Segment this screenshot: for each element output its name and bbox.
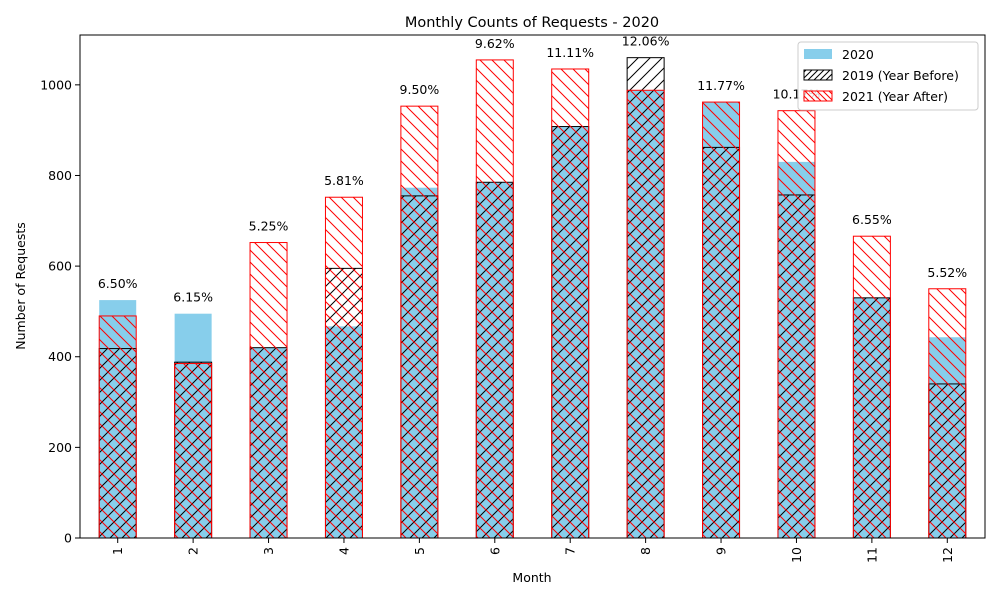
plot-area: 6.50% 6.15% 5.25% 5.81% 9.50% 9.62% 11.11% 12.0… [91,32,974,539]
x-tick-label: 9 [714,547,729,555]
data-label-bg [468,34,521,52]
data-label: 5.25% [249,219,289,234]
bar-2021 [249,242,288,539]
data-label-bg [242,217,295,235]
data-label-bg [619,32,672,50]
legend-box [797,41,979,111]
y-tick-label: 1000 [40,77,72,92]
bar-2021 [852,235,891,539]
bar-2021 [324,196,363,539]
data-label-bg [544,43,597,61]
legend-swatch [804,49,832,59]
data-label: 11.11% [546,45,594,60]
bar-2021 [928,288,967,539]
y-tick-label: 800 [48,168,72,183]
bar-2021 [702,101,741,539]
data-label-bg [317,172,370,190]
data-label-bg [167,288,220,306]
x-axis-label: Month [512,570,551,585]
data-label-bg [921,263,974,281]
chart-title: Monthly Counts of Requests - 2020 [405,15,659,31]
bar-2021 [551,68,590,539]
data-label: 6.55% [852,212,892,227]
bar-2021 [174,363,213,539]
bar-2021 [475,59,514,539]
data-label: 9.50% [400,82,440,97]
data-label-bg [845,211,898,229]
x-tick-label: 10 [789,547,804,563]
x-tick-label: 5 [412,547,427,555]
data-label-bg [91,275,144,293]
bar-2021 [98,315,137,539]
data-label: 5.81% [324,173,364,188]
x-axis: 1 2 3 4 5 6 7 8 9 10 11 12 [110,538,955,563]
x-tick-label: 1 [110,547,125,555]
bar-2021 [400,105,439,539]
data-label: 11.77% [697,78,745,93]
x-tick-label: 2 [186,547,201,555]
x-tick-label: 6 [487,547,502,555]
y-tick-label: 200 [48,440,72,455]
bar-2021 [777,110,816,539]
legend-label: 2020 [842,47,874,62]
x-tick-label: 8 [638,547,653,555]
x-tick-label: 11 [864,547,879,563]
data-label: 5.52% [927,265,967,280]
legend: 2020 2019 (Year Before) 2021 (Year After) [797,41,979,111]
y-axis-label: Number of Requests [13,222,28,350]
data-label: 6.15% [173,290,213,305]
data-label-bg [393,81,446,99]
x-tick-label: 3 [261,547,276,555]
data-label: 6.50% [98,276,138,291]
legend-swatch [803,90,833,102]
x-tick-label: 12 [940,547,955,563]
x-tick-label: 7 [563,547,578,555]
legend-label: 2021 (Year After) [842,89,948,104]
x-tick-label: 4 [336,547,351,555]
y-tick-label: 0 [64,531,72,546]
y-axis: 0 200 400 600 800 1000 [40,77,80,546]
data-label-bg [695,77,748,95]
bar-2021 [626,89,665,539]
y-tick-label: 400 [48,349,72,364]
data-label: 9.62% [475,36,515,51]
legend-swatch [803,69,833,81]
data-label: 12.06% [622,34,670,49]
legend-label: 2019 (Year Before) [842,68,959,83]
plot-frame [79,34,986,539]
y-tick-label: 600 [48,259,72,274]
